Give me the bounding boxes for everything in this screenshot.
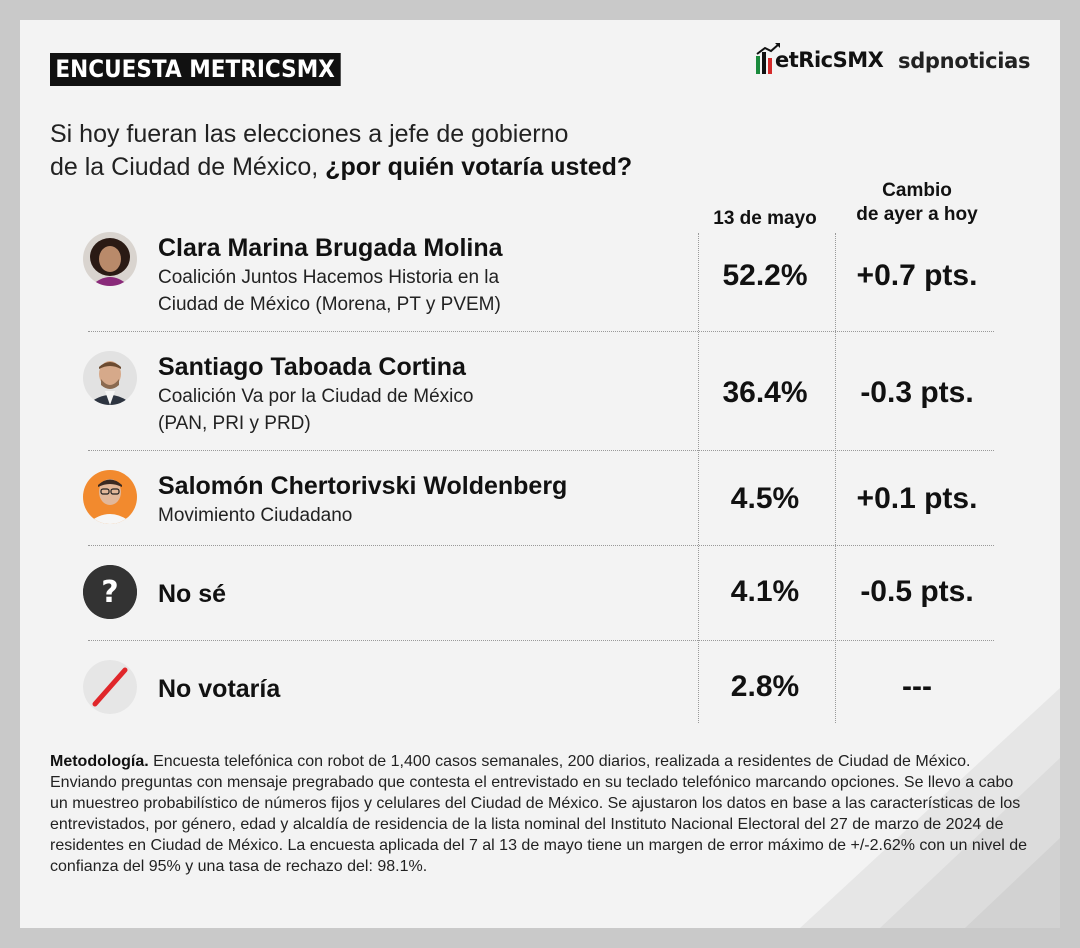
vote-percentage: 4.1% <box>730 575 800 608</box>
candidate-name: Santiago Taboada Cortina <box>158 353 466 381</box>
column-divider-left <box>698 233 699 723</box>
coalition-line-1: Movimiento Ciudadano <box>158 505 353 526</box>
chart-arrow-icon <box>756 43 780 74</box>
option-label: No sé <box>158 580 227 608</box>
column-divider-right <box>835 233 836 723</box>
vote-change: +0.7 pts. <box>856 259 978 292</box>
avatar-taboada <box>83 351 137 405</box>
coalition-line-1: Coalición Va por la Ciudad de México <box>158 386 474 407</box>
coalition-line-2: Ciudad de México (Morena, PT y PVEM) <box>158 294 501 315</box>
metricsmx-logo: etRicSMX <box>755 42 885 76</box>
vote-percentage: 36.4% <box>722 376 808 409</box>
vote-change: --- <box>902 670 932 703</box>
poll-card: ENCUESTA METRICSMX etRicSMX sdpnoticias … <box>20 20 1060 928</box>
candidate-coalition: Coalición Juntos Hacemos Historia en la … <box>158 264 678 318</box>
methodology-text: Encuesta telefónica con robot de 1,400 c… <box>50 753 1028 875</box>
vote-change: -0.5 pts. <box>860 575 974 608</box>
sdpnoticias-logo: sdpnoticias <box>898 49 1031 73</box>
row-divider <box>88 331 994 332</box>
svg-text:?: ? <box>101 575 118 610</box>
option-label: No votaría <box>158 675 281 703</box>
coalition-line-1: Coalición Juntos Hacemos Historia en la <box>158 267 500 288</box>
row-divider <box>88 545 994 546</box>
survey-badge: ENCUESTA METRICSMX <box>50 53 341 86</box>
row-divider <box>88 640 994 641</box>
question-line-1: Si hoy fueran las elecciones a jefe de g… <box>50 120 569 148</box>
avatar-chertorivski <box>83 470 137 524</box>
candidate-name: Salomón Chertorivski Woldenberg <box>158 472 568 500</box>
column-header-change-line-2: de ayer a hoy <box>856 204 978 225</box>
column-header-change-line-1: Cambio <box>882 180 952 201</box>
vote-percentage: 4.5% <box>730 482 800 515</box>
candidate-name: Clara Marina Brugada Molina <box>158 234 503 262</box>
no-vote-icon <box>83 660 137 714</box>
metricsmx-logo-text: etRicSMX <box>775 48 884 72</box>
vote-change: -0.3 pts. <box>860 376 974 409</box>
coalition-line-2: (PAN, PRI y PRD) <box>158 413 311 434</box>
candidate-coalition: Movimiento Ciudadano <box>158 502 678 529</box>
column-header-change: Cambio de ayer a hoy <box>842 179 992 227</box>
question-mark-icon: ? <box>83 565 137 619</box>
vote-percentage: 2.8% <box>730 670 800 703</box>
decorative-stripes <box>800 688 1060 928</box>
methodology-note: Metodología. Encuesta telefónica con rob… <box>50 751 1030 877</box>
vote-change: +0.1 pts. <box>856 482 978 515</box>
question-line-2: de la Ciudad de México, ¿por quién votar… <box>50 151 750 184</box>
vote-percentage: 52.2% <box>722 259 808 292</box>
methodology-label: Metodología. <box>50 753 149 770</box>
candidate-coalition: Coalición Va por la Ciudad de México (PA… <box>158 383 678 437</box>
question-line-2-bold: ¿por quién votaría usted? <box>325 153 633 181</box>
question-line-2-plain: de la Ciudad de México, <box>50 153 326 181</box>
avatar-brugada <box>83 232 137 286</box>
poll-question: Si hoy fueran las elecciones a jefe de g… <box>50 118 750 184</box>
row-divider <box>88 450 994 451</box>
column-header-date: 13 de mayo <box>713 208 817 229</box>
